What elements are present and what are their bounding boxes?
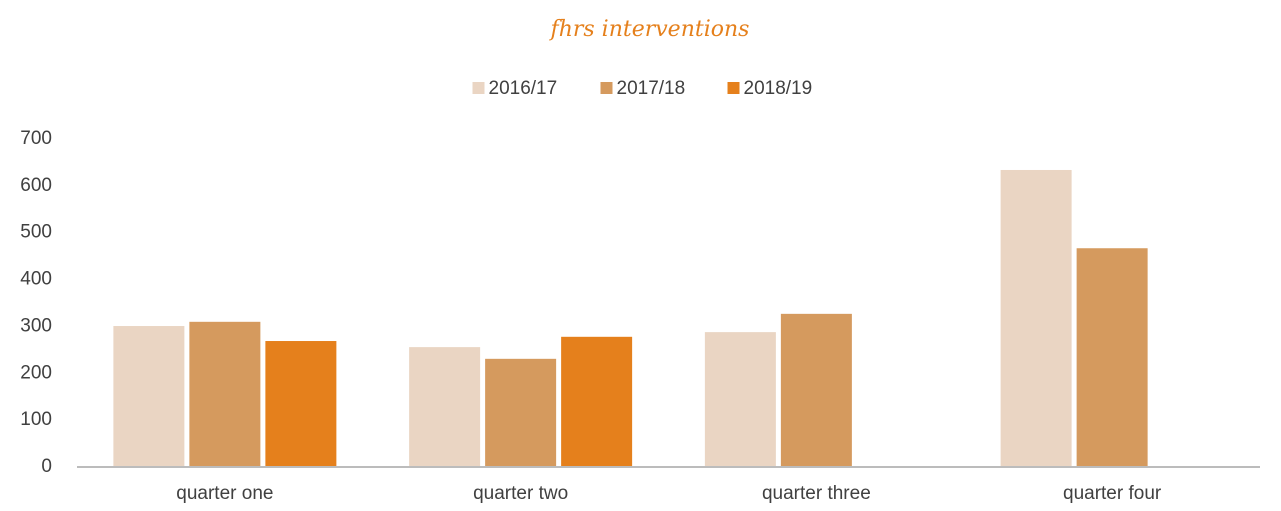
x-tick-label: quarter two [473,483,568,504]
y-tick-label: 200 [20,362,52,383]
bar [559,334,635,468]
bar [263,339,339,469]
y-tick-label: 600 [20,175,52,196]
x-tick-label: quarter four [1063,483,1162,504]
bar [1074,246,1150,468]
bar [111,324,187,468]
y-tick-label: 100 [20,409,52,430]
y-tick-label: 500 [20,222,52,243]
y-tick-label: 0 [41,456,52,477]
y-tick-label: 300 [20,315,52,336]
bar [702,330,778,468]
legend-label: 2018/19 [744,78,813,99]
x-tick-label: quarter three [762,483,871,504]
bar [778,311,854,468]
bar [483,356,559,468]
x-tick-label: quarter one [176,483,273,504]
legend-swatch [472,82,485,94]
bar [407,345,483,469]
y-tick-label: 700 [20,128,52,149]
legend-label: 2017/18 [617,78,686,99]
legend-swatch [600,82,613,94]
chart-title: fhrs interventions [549,17,750,42]
bar [998,167,1074,468]
bar [187,319,263,469]
legend-label: 2016/17 [489,78,558,99]
y-tick-label: 400 [20,269,52,290]
legend-swatch [727,82,740,94]
